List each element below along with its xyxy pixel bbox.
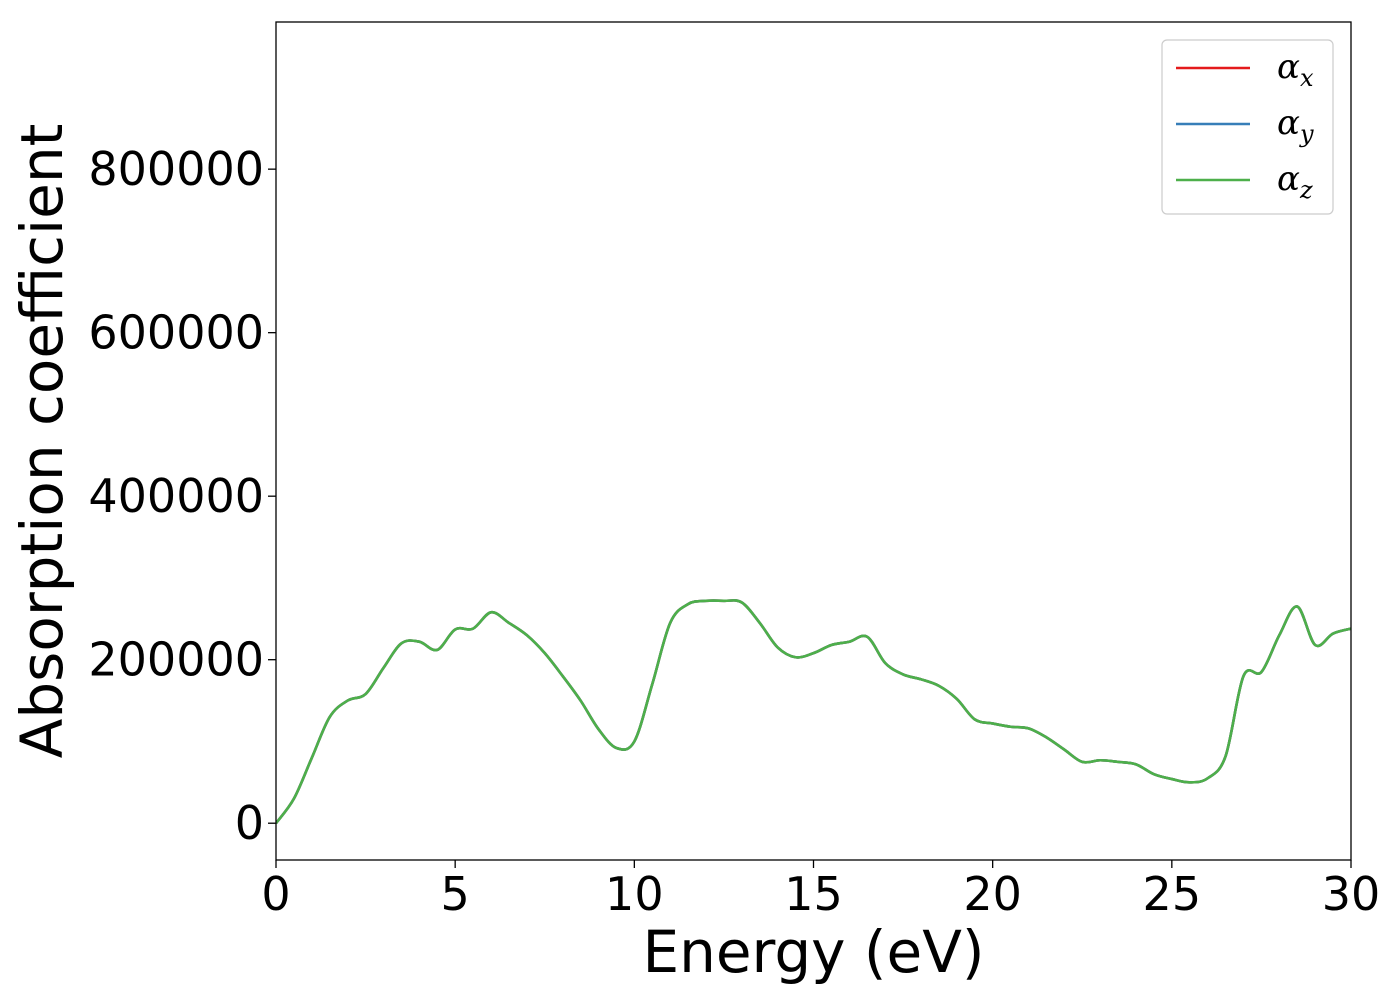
legend-label-z: αz [1277, 159, 1313, 204]
series-layer [276, 599, 1351, 824]
x-tick-label: 25 [1143, 867, 1202, 921]
legend-label-y: αy [1277, 103, 1314, 148]
y-tick-label: 0 [235, 796, 264, 850]
x-tick-label: 5 [441, 867, 470, 921]
series-line-z [276, 599, 1351, 824]
y-tick-label: 200000 [88, 633, 264, 687]
series-line-y [276, 599, 1351, 824]
x-tick-label: 0 [261, 867, 290, 921]
y-axis-title: Absorption coefficient [8, 124, 76, 759]
y-tick-label: 600000 [88, 306, 264, 360]
x-tick-label: 15 [784, 867, 843, 921]
legend-box [1161, 39, 1334, 215]
y-axis-ticks: 0 200000 400000 600000 800000 [88, 142, 276, 850]
x-tick-label: 30 [1322, 867, 1381, 921]
x-axis-ticks: 0 5 10 15 20 25 30 [261, 860, 1380, 921]
x-tick-label: 10 [605, 867, 664, 921]
legend-label-x: αx [1277, 47, 1314, 92]
x-tick-label: 20 [963, 867, 1022, 921]
x-axis-title: Energy (eV) [642, 918, 984, 986]
y-tick-label: 800000 [88, 142, 264, 196]
y-tick-label: 400000 [88, 469, 264, 523]
series-line-x [276, 599, 1351, 824]
legend: αx αy αz [1161, 39, 1334, 215]
